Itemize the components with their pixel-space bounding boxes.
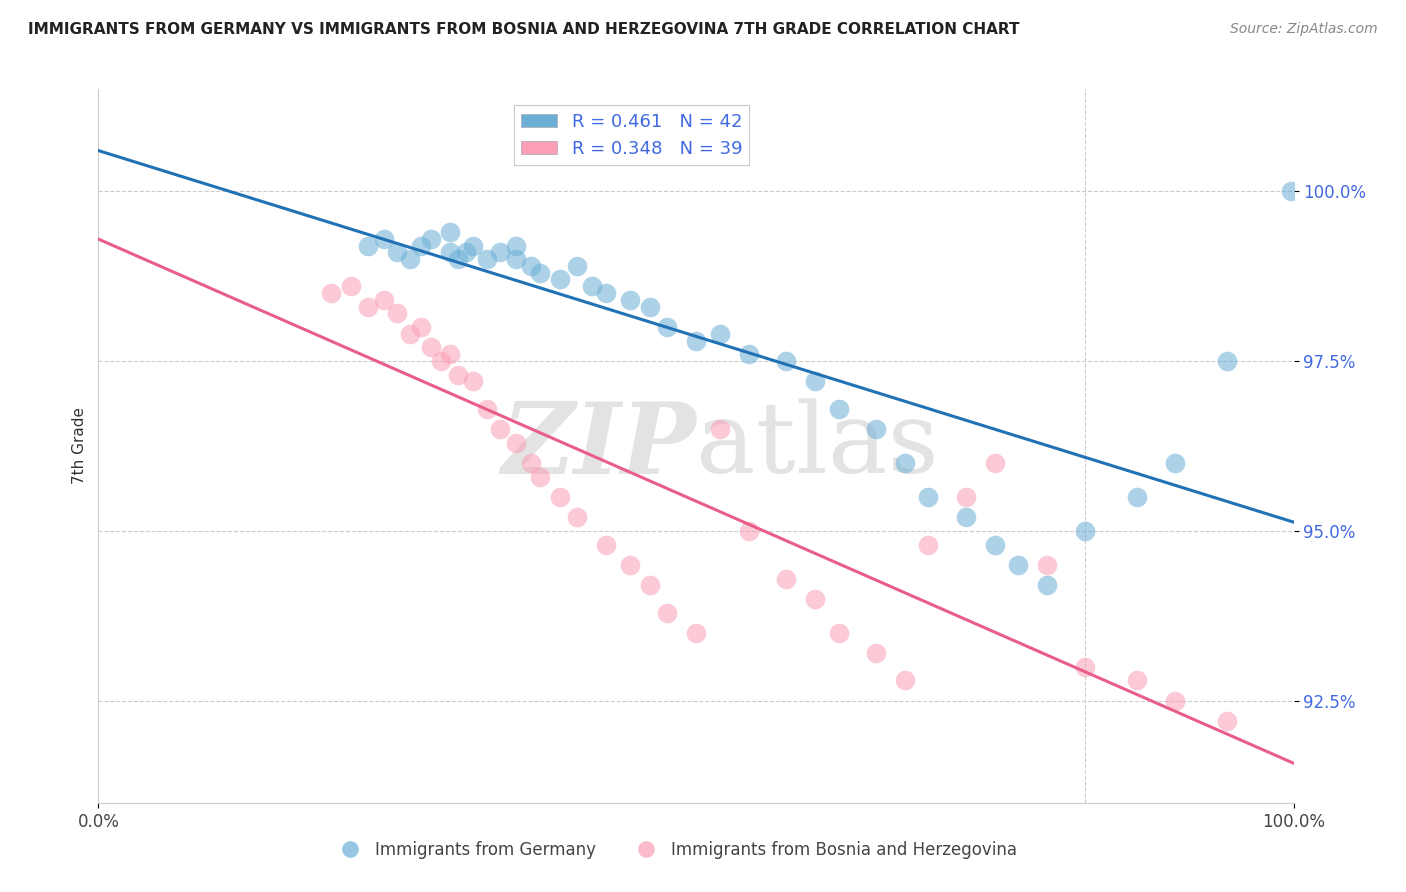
Point xyxy=(340,279,363,293)
Text: ZIP: ZIP xyxy=(501,398,696,494)
Point xyxy=(894,673,917,688)
Text: atlas: atlas xyxy=(696,398,939,494)
Point xyxy=(827,401,849,416)
Point xyxy=(1126,490,1149,504)
Point xyxy=(638,300,661,314)
Point xyxy=(488,422,510,436)
Point xyxy=(420,232,443,246)
Point xyxy=(475,401,498,416)
Point xyxy=(409,320,432,334)
Point xyxy=(655,606,678,620)
Point xyxy=(955,490,977,504)
Point xyxy=(373,232,395,246)
Point xyxy=(685,334,707,348)
Point xyxy=(373,293,395,307)
Point xyxy=(638,578,661,592)
Point xyxy=(709,326,731,341)
Point xyxy=(1126,673,1149,688)
Point xyxy=(475,252,498,266)
Legend: Immigrants from Germany, Immigrants from Bosnia and Herzegovina: Immigrants from Germany, Immigrants from… xyxy=(326,835,1024,866)
Point xyxy=(529,469,551,483)
Text: Source: ZipAtlas.com: Source: ZipAtlas.com xyxy=(1230,22,1378,37)
Point xyxy=(1073,660,1095,674)
Point xyxy=(505,252,527,266)
Point xyxy=(595,537,617,551)
Y-axis label: 7th Grade: 7th Grade xyxy=(72,408,87,484)
Point xyxy=(505,435,527,450)
Point xyxy=(529,266,551,280)
Point xyxy=(1216,714,1239,729)
Point xyxy=(737,524,759,538)
Point xyxy=(357,300,380,314)
Point xyxy=(430,354,453,368)
Point xyxy=(595,286,617,301)
Point xyxy=(709,422,731,436)
Point xyxy=(565,510,588,524)
Point xyxy=(894,456,917,470)
Point xyxy=(1036,578,1059,592)
Point xyxy=(775,354,797,368)
Point xyxy=(447,252,470,266)
Point xyxy=(1279,184,1302,198)
Text: IMMIGRANTS FROM GERMANY VS IMMIGRANTS FROM BOSNIA AND HERZEGOVINA 7TH GRADE CORR: IMMIGRANTS FROM GERMANY VS IMMIGRANTS FR… xyxy=(28,22,1019,37)
Point xyxy=(454,245,477,260)
Point xyxy=(548,490,571,504)
Point xyxy=(548,272,571,286)
Point xyxy=(385,306,409,320)
Point xyxy=(865,646,887,660)
Point xyxy=(1036,558,1059,572)
Point xyxy=(488,245,510,260)
Point xyxy=(520,456,543,470)
Point xyxy=(439,245,461,260)
Point xyxy=(1163,694,1185,708)
Point xyxy=(685,626,707,640)
Point xyxy=(984,537,1007,551)
Point xyxy=(319,286,342,301)
Point xyxy=(385,245,409,260)
Point xyxy=(827,626,849,640)
Point xyxy=(1163,456,1185,470)
Point xyxy=(463,238,485,252)
Point xyxy=(655,320,678,334)
Point xyxy=(505,238,527,252)
Point xyxy=(439,347,461,361)
Point xyxy=(917,537,939,551)
Point xyxy=(398,326,420,341)
Point xyxy=(955,510,977,524)
Point xyxy=(1007,558,1029,572)
Point xyxy=(420,341,443,355)
Point xyxy=(447,368,470,382)
Point xyxy=(1216,354,1239,368)
Point xyxy=(409,238,432,252)
Point xyxy=(565,259,588,273)
Point xyxy=(398,252,420,266)
Point xyxy=(804,375,827,389)
Point xyxy=(804,591,827,606)
Point xyxy=(439,225,461,239)
Point xyxy=(619,558,641,572)
Point xyxy=(865,422,887,436)
Legend: R = 0.461   N = 42, R = 0.348   N = 39: R = 0.461 N = 42, R = 0.348 N = 39 xyxy=(513,105,749,165)
Point xyxy=(984,456,1007,470)
Point xyxy=(581,279,603,293)
Point xyxy=(520,259,543,273)
Point xyxy=(619,293,641,307)
Point xyxy=(463,375,485,389)
Point xyxy=(357,238,380,252)
Point xyxy=(1073,524,1095,538)
Point xyxy=(917,490,939,504)
Point xyxy=(775,572,797,586)
Point xyxy=(737,347,759,361)
